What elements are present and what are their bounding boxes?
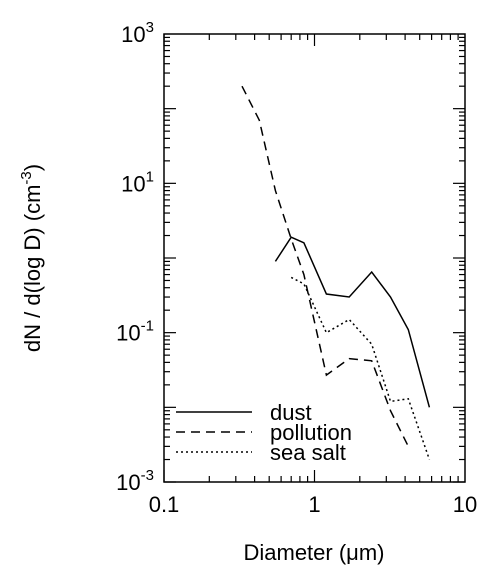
- legend-label-pollution: pollution: [270, 420, 352, 445]
- legend-label-sea-salt: sea salt: [270, 440, 346, 465]
- series-line-dust: [274, 236, 431, 408]
- y-tick-exponent: -3: [141, 467, 154, 484]
- y-axis-title-exponent: -3: [18, 171, 35, 184]
- y-tick-base: 10: [121, 171, 145, 196]
- series-line-pollution: [241, 85, 409, 447]
- y-tick-label: 10-3: [116, 467, 154, 495]
- axis-ticks: [163, 34, 465, 483]
- x-tick-label: 10: [453, 492, 477, 517]
- x-tick-label: 0.1: [149, 492, 180, 517]
- x-tick-label: 1: [308, 492, 320, 517]
- legend-label-dust: dust: [270, 400, 312, 425]
- x-tick-labels: 0.1 1 10: [149, 492, 478, 517]
- y-tick-base: 10: [121, 22, 145, 47]
- y-tick-label: 103: [121, 19, 154, 47]
- y-tick-label: 10-1: [116, 318, 154, 346]
- y-tick-base: 10: [116, 470, 140, 495]
- series-line-sea-salt: [290, 276, 431, 460]
- y-tick-base: 10: [116, 321, 140, 346]
- y-tick-exponent: -1: [141, 318, 154, 335]
- y-axis-title-main: dN / d(log D) (cm: [20, 185, 45, 352]
- y-tick-label: 101: [121, 168, 154, 196]
- series-lines: [241, 85, 431, 460]
- plot-frame: [163, 33, 466, 483]
- y-tick-exponent: 1: [146, 168, 154, 185]
- x-axis-title: Diameter (μm): [243, 540, 384, 565]
- y-tick-exponent: 3: [146, 19, 154, 36]
- y-axis-title-close: ): [20, 164, 45, 171]
- y-axis-title: dN / d(log D) (cm-3): [18, 164, 45, 352]
